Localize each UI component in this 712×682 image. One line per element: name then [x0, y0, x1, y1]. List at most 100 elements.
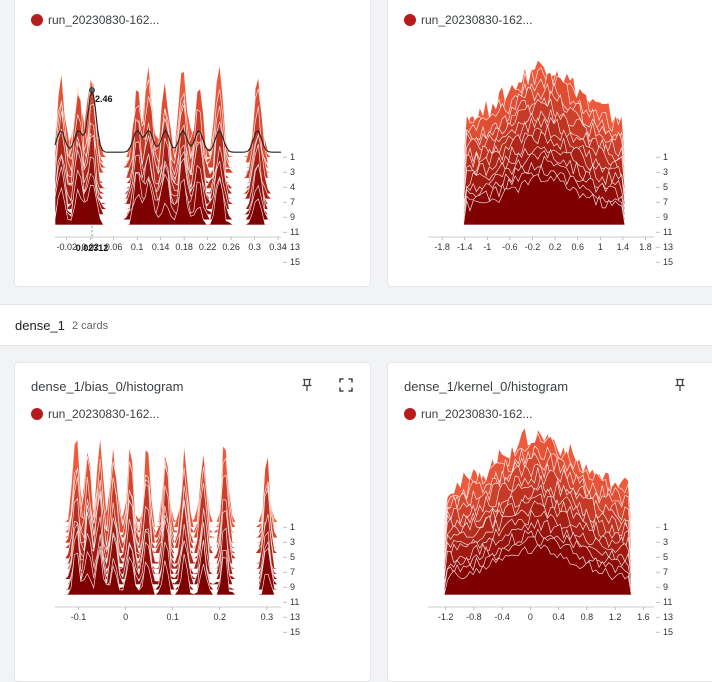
step-tick-label: 11	[290, 227, 299, 237]
run-label: run_20230830-162...	[421, 13, 533, 27]
step-tick-label: 15	[290, 627, 300, 637]
x-tick-label: 1	[598, 242, 603, 252]
step-tick-label: 11	[663, 227, 672, 237]
run-label: run_20230830-162...	[421, 407, 533, 421]
x-tick-label: 0.2	[549, 242, 562, 252]
step-tick-label: 7	[663, 567, 668, 577]
x-tick-label: -1.2	[438, 612, 454, 622]
group-card-count: 2 cards	[72, 320, 109, 332]
x-tick-label: 1.4	[617, 242, 630, 252]
x-tick-label: -0.1	[71, 612, 87, 622]
x-tick-label: -0.02	[56, 242, 77, 252]
x-tick-label: 0	[123, 612, 128, 622]
step-tick-label: 13	[663, 242, 673, 252]
x-tick-label: 0.14	[152, 242, 170, 252]
x-tick-label: 0.1	[166, 612, 179, 622]
x-tick-label: 0.18	[175, 242, 193, 252]
step-tick-label: 13	[290, 242, 300, 252]
x-tick-label: -0.4	[494, 612, 510, 622]
x-tick-label: 0.3	[261, 612, 274, 622]
x-tick-label: 0	[528, 612, 533, 622]
run-label: run_20230830-162...	[48, 407, 160, 421]
step-tick-label: 4	[290, 182, 295, 192]
histogram-card: dense_1/bias_0/histogram run_20230830-16…	[14, 362, 371, 682]
histogram-slice	[428, 174, 654, 226]
step-tick-label: 3	[663, 167, 668, 177]
step-tick-label: 3	[290, 167, 295, 177]
step-tick-label: 5	[663, 182, 668, 192]
step-tick-label: 3	[663, 537, 668, 547]
run-color-dot	[404, 408, 416, 420]
step-tick-label: 5	[663, 552, 668, 562]
histogram-card: run_20230830-162... 1 3 5 7 9 11 13 15 -1.8 -1.4-…	[387, 0, 712, 287]
step-tick-label: 13	[290, 612, 300, 622]
histogram-card: dense_1/kernel_0/histogram run_20230830-…	[387, 362, 712, 682]
histogram-slice	[428, 543, 654, 596]
step-tick-label: 9	[290, 582, 295, 592]
group-title: dense_1	[15, 318, 65, 333]
step-tick-label: 9	[663, 582, 668, 592]
x-tick-label: 0.34	[269, 242, 287, 252]
x-tick-label: 0.3	[248, 242, 261, 252]
step-tick-label: 5	[290, 552, 295, 562]
histogram-card: run_20230830-162... 1 3 4 7 9 11 13 15 -0.02 0.02…	[14, 0, 371, 287]
step-tick-label: 9	[290, 212, 295, 222]
x-tick-label: 0.2	[214, 612, 227, 622]
x-tick-label: -1	[483, 242, 491, 252]
pin-icon[interactable]	[300, 378, 314, 392]
step-tick-label: 1	[663, 152, 668, 162]
x-tick-label: 0.02	[81, 242, 99, 252]
x-tick-label: -1.4	[457, 242, 473, 252]
x-tick-label: 0.8	[581, 612, 594, 622]
x-tick-label: -0.8	[466, 612, 482, 622]
step-tick-label: 7	[663, 197, 668, 207]
histogram-slice	[54, 178, 281, 226]
run-label: run_20230830-162...	[48, 13, 160, 27]
pin-icon[interactable]	[673, 378, 687, 392]
x-tick-label: -1.8	[434, 242, 450, 252]
step-tick-label: 1	[663, 522, 668, 532]
run-legend: run_20230830-162...	[404, 407, 532, 421]
step-tick-label: 13	[663, 612, 673, 622]
run-color-dot	[31, 408, 43, 420]
tooltip-x: 0.02312	[76, 243, 109, 253]
x-tick-label: 0.1	[131, 242, 144, 252]
x-tick-label: 0.6	[571, 242, 584, 252]
x-tick-label: 0.26	[222, 242, 240, 252]
step-tick-label: 3	[290, 537, 295, 547]
step-tick-label: 1	[290, 522, 295, 532]
card-title: dense_1/kernel_0/histogram	[404, 379, 569, 394]
hover-point	[89, 87, 95, 94]
step-tick-label: 15	[290, 257, 300, 267]
run-color-dot	[404, 14, 416, 26]
run-color-dot	[31, 14, 43, 26]
run-legend: run_20230830-162...	[31, 407, 159, 421]
tooltip-count: 2.46	[95, 94, 113, 104]
step-tick-label: 15	[663, 627, 673, 637]
run-legend: run_20230830-162...	[31, 13, 159, 27]
x-tick-label: 1.8	[639, 242, 652, 252]
x-tick-label: -0.2	[525, 242, 541, 252]
step-tick-label: 7	[290, 567, 295, 577]
step-tick-label: 11	[290, 597, 299, 607]
step-tick-label: 11	[663, 597, 672, 607]
card-title: dense_1/bias_0/histogram	[31, 379, 184, 394]
x-tick-label: 0.06	[105, 242, 123, 252]
run-legend: run_20230830-162...	[404, 13, 532, 27]
x-tick-label: 1.6	[637, 612, 650, 622]
histogram-slice	[55, 549, 281, 596]
fullscreen-icon[interactable]	[339, 378, 353, 392]
step-tick-label: 7	[290, 197, 295, 207]
x-tick-label: 0.4	[552, 612, 565, 622]
x-tick-label: 0.22	[199, 242, 217, 252]
step-tick-label: 9	[663, 212, 668, 222]
x-tick-label: -0.6	[502, 242, 518, 252]
x-tick-label: 1.2	[609, 612, 622, 622]
card-group-header[interactable]: dense_1 2 cards	[0, 304, 712, 346]
step-tick-label: 15	[663, 257, 673, 267]
step-tick-label: 1	[290, 152, 295, 162]
